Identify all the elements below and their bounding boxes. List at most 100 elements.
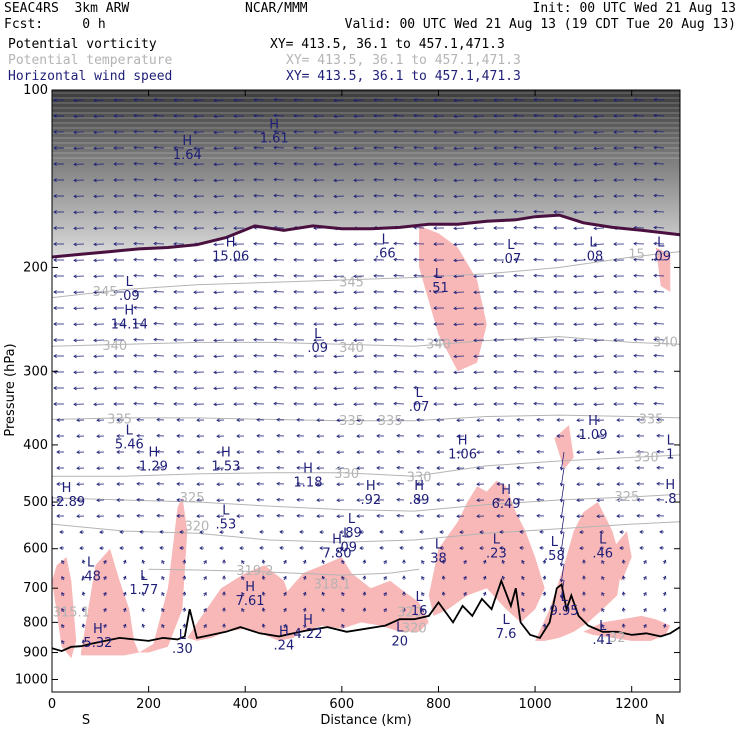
wind-arrowhead <box>313 162 317 167</box>
south-end-label: S <box>82 713 90 728</box>
wind-arrowhead <box>356 466 360 471</box>
wind-arrowhead <box>313 114 317 119</box>
wind-arrowhead <box>99 546 103 550</box>
wind-arrowhead <box>133 209 137 214</box>
wind-vector <box>593 307 605 309</box>
wind-arrowhead <box>253 385 257 390</box>
low-marker: L <box>435 537 443 552</box>
high-marker: H <box>221 446 231 461</box>
wind-arrowhead <box>453 258 457 263</box>
wind-arrowhead <box>173 306 177 310</box>
wind-arrowhead <box>519 530 523 534</box>
wind-arrowhead <box>222 591 226 595</box>
wind-arrowhead <box>293 321 297 326</box>
wind-arrowhead <box>653 353 657 358</box>
wind-arrowhead <box>353 194 357 199</box>
wind-vector <box>213 291 225 293</box>
pv-region <box>139 496 188 653</box>
wind-arrowhead <box>73 98 77 103</box>
extremum-value: 1.64 <box>173 148 202 163</box>
extremum-value: .51 <box>428 281 449 296</box>
wind-arrowhead <box>53 402 57 406</box>
wind-arrowhead <box>453 162 457 167</box>
wind-vector <box>593 355 605 357</box>
wind-arrowhead <box>593 242 597 247</box>
wind-arrowhead <box>153 97 157 102</box>
wind-vector <box>653 307 665 309</box>
wind-arrowhead <box>633 241 637 246</box>
wind-arrowhead <box>133 321 137 326</box>
wind-arrowhead <box>313 386 317 391</box>
wind-arrowhead <box>582 591 586 595</box>
wind-arrowhead <box>653 129 657 134</box>
wind-vector <box>333 259 345 261</box>
wind-vector <box>453 131 465 133</box>
wind-vector <box>213 371 225 373</box>
wind-arrowhead <box>573 306 577 311</box>
wind-arrowhead <box>133 161 137 166</box>
wind-arrowhead <box>533 401 537 406</box>
wind-arrowhead <box>273 305 277 310</box>
wind-arrowhead <box>93 306 97 311</box>
wind-arrowhead <box>393 289 397 294</box>
wind-arrowhead <box>573 162 577 167</box>
wind-arrowhead <box>643 559 647 564</box>
wind-arrowhead <box>633 369 637 374</box>
wind-arrowhead <box>501 559 506 564</box>
wind-vector <box>153 147 165 149</box>
wind-arrowhead <box>383 592 387 596</box>
wind-arrowhead <box>513 385 517 390</box>
wind-vector <box>560 547 565 566</box>
wind-vector <box>333 147 345 149</box>
wind-vector <box>273 115 285 117</box>
wind-arrowhead <box>513 321 517 326</box>
wind-arrowhead <box>533 305 537 310</box>
wind-arrowhead <box>236 450 240 454</box>
x-tick-label: 400 <box>233 697 258 712</box>
wind-arrowhead <box>353 338 357 343</box>
wind-arrowhead <box>659 530 663 534</box>
extremum-value: 1.09 <box>579 428 608 443</box>
extremum-value: .89 <box>341 526 362 541</box>
wind-vector <box>153 131 165 133</box>
wind-arrowhead <box>596 434 600 439</box>
wind-arrowhead <box>119 546 123 550</box>
wind-arrowhead <box>616 498 620 502</box>
wind-arrowhead <box>93 402 97 407</box>
wind-arrowhead <box>173 274 177 278</box>
wind-arrowhead <box>276 449 280 454</box>
wind-arrowhead <box>53 146 57 150</box>
wind-vector <box>153 195 165 197</box>
wind-arrowhead <box>133 97 137 102</box>
wind-vector <box>593 195 605 197</box>
wind-vector <box>653 179 665 181</box>
wind-arrowhead <box>136 433 140 438</box>
wind-arrowhead <box>179 546 183 550</box>
wind-arrowhead <box>421 576 425 580</box>
wind-arrowhead <box>433 162 437 166</box>
wind-arrowhead <box>333 194 337 199</box>
wind-arrowhead <box>496 418 500 422</box>
wind-vector <box>273 323 285 325</box>
wind-arrowhead <box>213 386 217 391</box>
wind-arrowhead <box>219 546 223 550</box>
pv-region <box>612 531 632 581</box>
wind-arrowhead <box>73 386 77 391</box>
high-marker: H <box>414 479 424 494</box>
wind-arrowhead <box>613 146 617 150</box>
wind-arrowhead <box>73 338 77 343</box>
wind-arrowhead <box>419 546 423 550</box>
wind-arrowhead <box>321 607 326 612</box>
wind-arrowhead <box>341 575 345 580</box>
wind-arrowhead <box>436 498 440 502</box>
wind-arrowhead <box>216 434 220 439</box>
wind-arrowhead <box>153 369 157 374</box>
wind-arrowhead <box>193 306 197 311</box>
wind-arrowhead <box>662 575 667 580</box>
wind-arrowhead <box>203 576 207 580</box>
theta-label: 335 <box>339 414 364 429</box>
wind-arrowhead <box>336 450 340 455</box>
wind-vector <box>653 291 665 293</box>
wind-arrowhead <box>122 623 127 628</box>
wind-arrowhead <box>539 530 543 534</box>
